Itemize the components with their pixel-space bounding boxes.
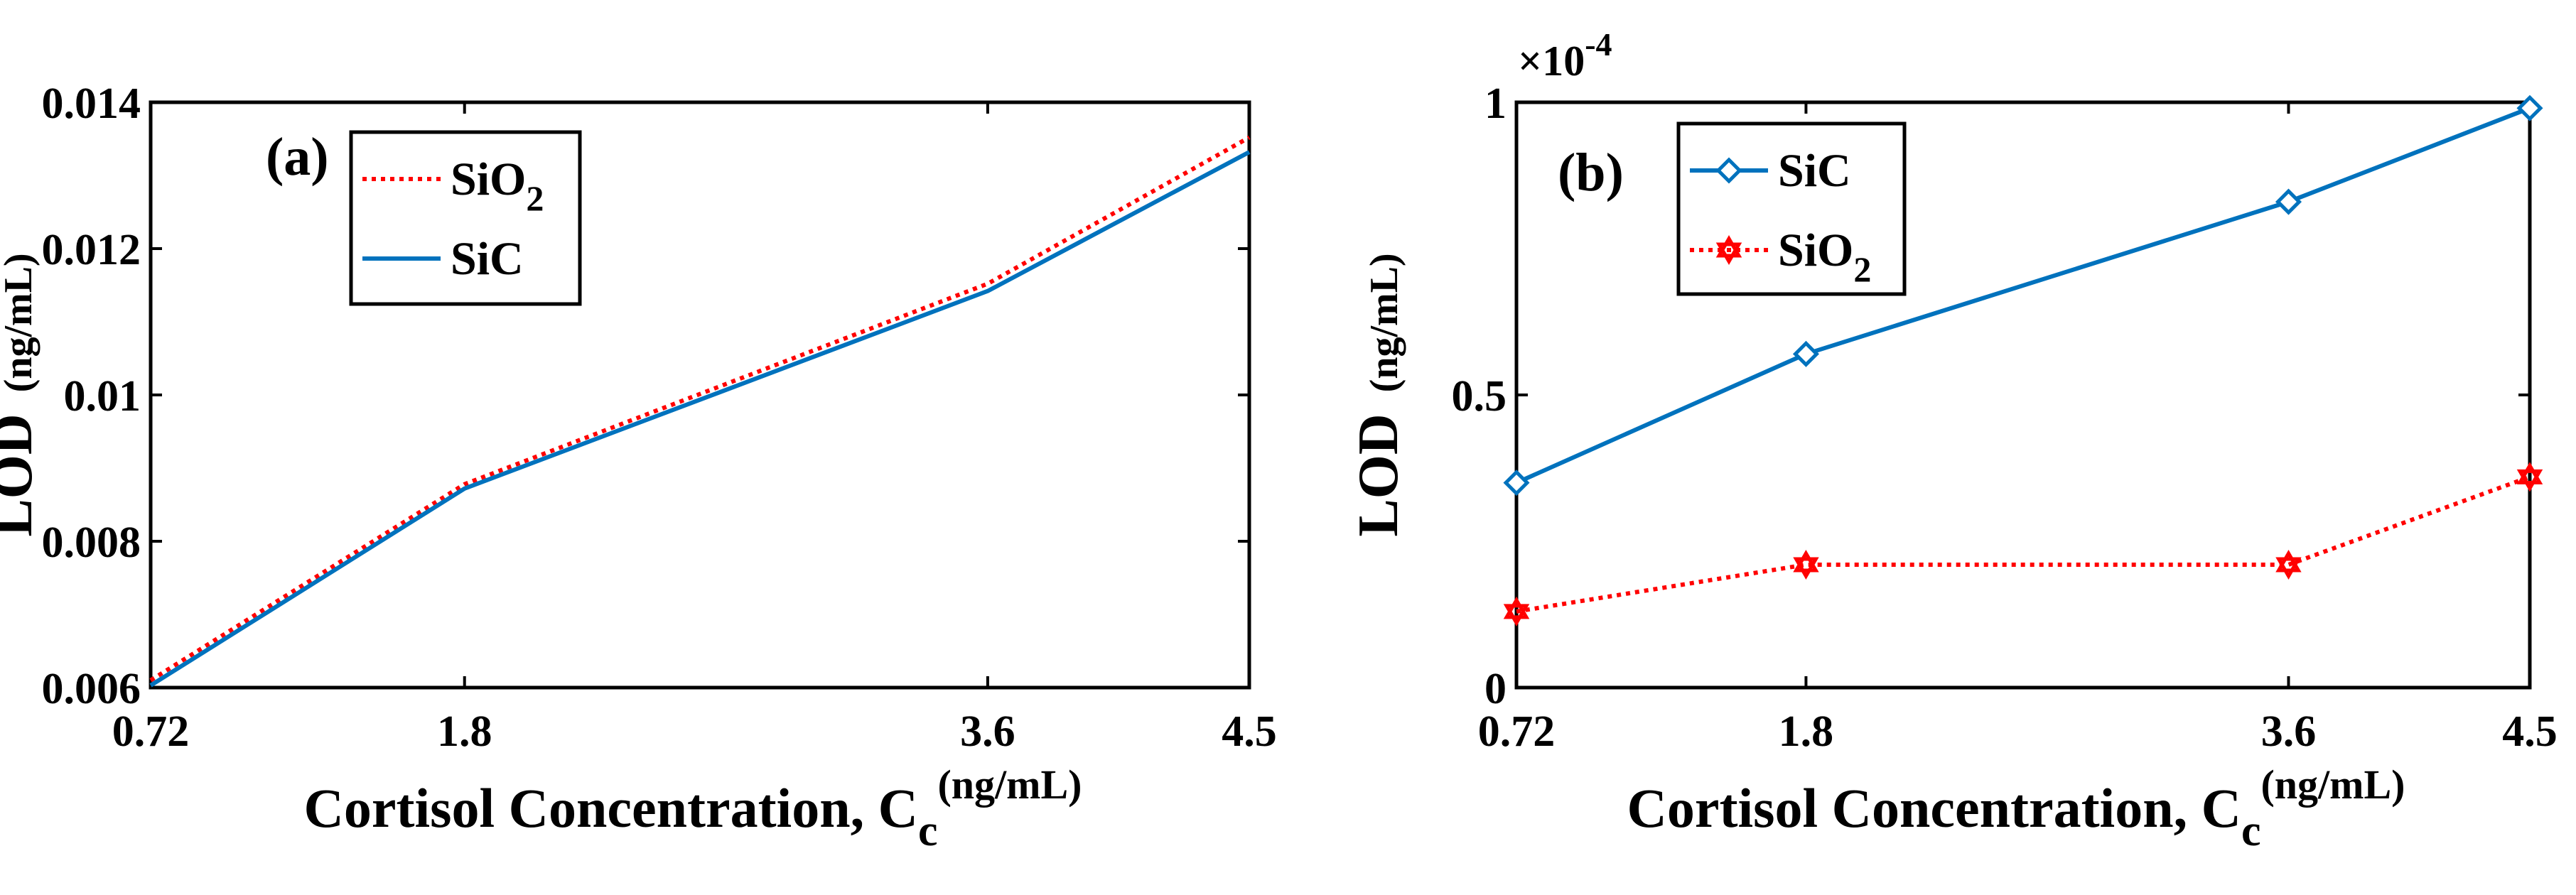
y-tick-label: 1 [1484,80,1507,128]
legend-label-base: SiC [1778,145,1851,197]
series-sic-point [1503,470,1530,497]
panel-label: (b) [1558,143,1624,202]
legend-swatch-marker [1715,157,1742,184]
y-tick-label: 0.012 [42,226,141,274]
series-sic-line [149,150,1251,688]
legend-label-base: SiO [451,153,526,205]
series-sio2-group [1503,462,2543,626]
y-axis-label-main: LOD [0,413,44,536]
y-axis-label-gap [1347,399,1410,413]
legend-entry: SiC [1690,145,1851,197]
series-sic-point [2516,94,2543,121]
legend-box [1676,121,1907,296]
legend-entry: SiO2 [1690,224,1871,289]
x-axis-label-main: Cortisol Concentration, C [304,777,918,839]
plot-area-frame [1514,100,2532,690]
legend-box [349,130,582,306]
x-axis-label-superscript: (ng/mL) [937,761,1082,808]
x-tick-label: 4.5 [2502,707,2558,756]
y-tick-label: 0.01 [64,372,141,421]
y-tick-label: 0.014 [42,80,141,128]
legend-entry-label: SiC [451,233,524,285]
y-axis-label-unit: (ng/mL) [0,253,41,392]
y-tick-label: 0.006 [42,665,141,713]
series-sio2-point [1793,549,1819,580]
y-exponent-base: ×10 [1518,38,1585,85]
legend: SiC SiO2 [1676,121,1907,296]
y-axis-label-unit: (ng/mL) [1362,253,1406,392]
x-axis-label-main: Cortisol Concentration, C [1627,777,2241,839]
legend-swatch-marker [1715,235,1742,265]
x-axis-label-subscript: c [918,807,938,855]
x-axis-label: Cortisol Concentration, Cc(ng/mL) [1627,761,2405,855]
series-sic-line [1515,106,2531,485]
y-axis-label-main: LOD [1347,413,1410,536]
y-exponent-power: -4 [1585,26,1612,63]
legend-entry: SiC [362,233,524,285]
chart-panel-b: 0.72 1.8 3.6 4.5 0 0.5 1×10-4 Cortisol Concentr… [1347,26,2558,855]
legend-entry-label: SiO2 [1778,224,1871,289]
series-sio2-point [1503,596,1530,626]
x-tick-label: 4.5 [1222,707,1277,756]
x-tick-label: 1.8 [437,707,492,756]
x-tick-label: 0.72 [112,707,190,756]
series-sic-group [149,150,1251,688]
x-tick-label: 3.6 [2261,707,2317,756]
x-axis-label-subscript: c [2241,807,2261,855]
legend-entry: SiO2 [362,153,544,218]
x-axis-label-superscript: (ng/mL) [2260,761,2405,808]
legend-entry-label: SiO2 [451,153,544,218]
x-axis-label: Cortisol Concentration, Cc(ng/mL) [304,761,1082,855]
series-sio2-point [2275,549,2302,580]
legend-label-base: SiC [451,233,524,285]
chart-panel-a: 0.72 1.8 3.6 4.5 0.006 0.008 0.01 0.012 0.014 Cor… [0,80,1277,855]
legend-label-base: SiO [1778,224,1853,276]
y-axis-label: LOD (ng/mL) [1347,253,1410,536]
y-axis-label: LOD (ng/mL) [0,253,44,536]
series-sic-point [2275,188,2302,215]
series-sio2-group [149,135,1251,683]
series-sio2-point [2516,462,2543,492]
panel-label: (a) [266,127,329,187]
legend-label-subscript: 2 [1853,249,1871,289]
series-sic-point [1792,340,1819,367]
y-tick-label: 0 [1484,665,1507,713]
legend-entry-label: SiC [1778,145,1851,197]
x-tick-label: 3.6 [960,707,1015,756]
series-sio2-line [149,135,1251,683]
y-tick-label: 0.008 [42,519,141,567]
x-tick-label: 0.72 [1478,707,1556,756]
x-tick-label: 1.8 [1779,707,1834,756]
series-sic-group [1503,94,2543,497]
y-tick-label: 0.5 [1452,372,1507,421]
y-axis-label-gap [0,399,44,413]
y-axis-exponent: ×10-4 [1518,26,1612,85]
legend-label-subscript: 2 [526,178,544,218]
